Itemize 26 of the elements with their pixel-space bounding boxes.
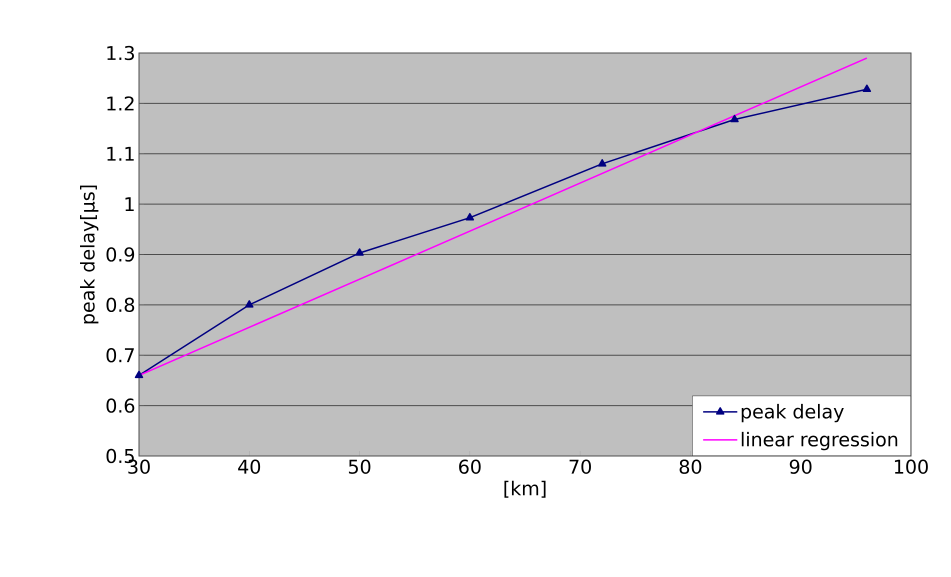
x-tick-label: 50 — [348, 460, 370, 474]
point — [466, 212, 474, 220]
y-tick-label: 0.6 — [106, 398, 134, 413]
x-tick-label: 90 — [790, 460, 812, 474]
x-tick-label: 70 — [570, 460, 591, 474]
y-tick-label: 1 — [125, 197, 134, 212]
legend-label: linear regression — [742, 432, 898, 450]
y-axis-title: peak delay[μs] — [80, 186, 98, 324]
point — [245, 300, 254, 308]
point — [862, 84, 872, 92]
point — [598, 159, 606, 167]
y-tick-label: 1.2 — [107, 96, 134, 110]
x-axis-title: [km] — [504, 480, 546, 498]
x-tick-label: 60 — [459, 460, 481, 474]
x-tick-label: 80 — [680, 460, 702, 474]
x-tick-label: 40 — [238, 460, 260, 474]
y-tick-label: 1.1 — [107, 146, 134, 161]
y-tick-label: 1.3 — [107, 46, 134, 60]
y-tick-label: 0.9 — [106, 247, 134, 262]
y-tick-label: 0.7 — [106, 348, 134, 362]
point — [355, 248, 364, 256]
point — [134, 370, 144, 378]
point — [730, 114, 739, 122]
legend-label: peak delay — [742, 404, 844, 422]
y-tick-label: 0.8 — [106, 298, 134, 312]
x-tick-label: 100 — [894, 460, 928, 474]
